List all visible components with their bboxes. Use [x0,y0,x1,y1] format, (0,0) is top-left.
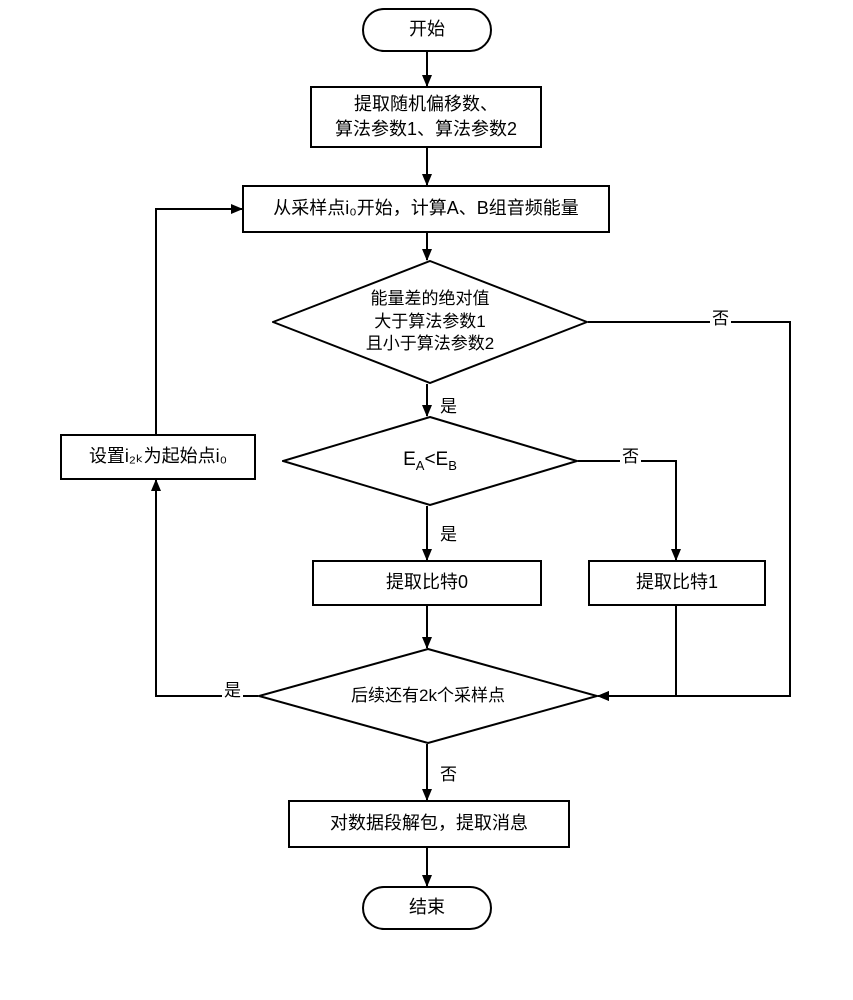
cond1-decision: 能量差的绝对值 大于算法参数1 且小于算法参数2 [272,260,588,384]
flow-arrow [598,606,676,696]
start-terminator: 开始 [362,8,492,52]
edge-label-yes: 是 [222,676,243,701]
setstart-label: 设置i₂ₖ为起始点i₀ [89,444,227,469]
cond3-decision: 后续还有2k个采样点 [258,648,598,744]
start-label: 开始 [409,17,445,42]
flow-arrow [156,480,258,696]
flow-arrow [156,209,242,434]
bit0-process: 提取比特0 [312,560,542,606]
cond1-label: 能量差的绝对值 大于算法参数1 且小于算法参数2 [366,288,494,357]
flow-arrow [588,322,790,696]
cond2-label: EA<EB [403,447,457,474]
cond3-label: 后续还有2k个采样点 [351,685,505,708]
extract-process: 提取随机偏移数、 算法参数1、算法参数2 [310,86,542,148]
compute-process: 从采样点i₀开始，计算A、B组音频能量 [242,185,610,233]
bit1-process: 提取比特1 [588,560,766,606]
edge-label-no: 否 [620,442,641,467]
bit0-label: 提取比特0 [386,570,468,595]
cond2-decision: EA<EB [282,416,578,506]
edge-label-no: 否 [710,304,731,329]
unpack-label: 对数据段解包，提取消息 [330,811,528,836]
bit1-label: 提取比特1 [636,570,718,595]
edge-label-yes: 是 [438,520,459,545]
edge-label-no: 否 [438,760,459,785]
unpack-process: 对数据段解包，提取消息 [288,800,570,848]
flow-arrow [578,461,676,560]
setstart-process: 设置i₂ₖ为起始点i₀ [60,434,256,480]
compute-label: 从采样点i₀开始，计算A、B组音频能量 [273,196,578,221]
extract-label: 提取随机偏移数、 算法参数1、算法参数2 [335,92,517,142]
end-terminator: 结束 [362,886,492,930]
edge-label-yes: 是 [438,392,459,417]
end-label: 结束 [409,895,445,920]
